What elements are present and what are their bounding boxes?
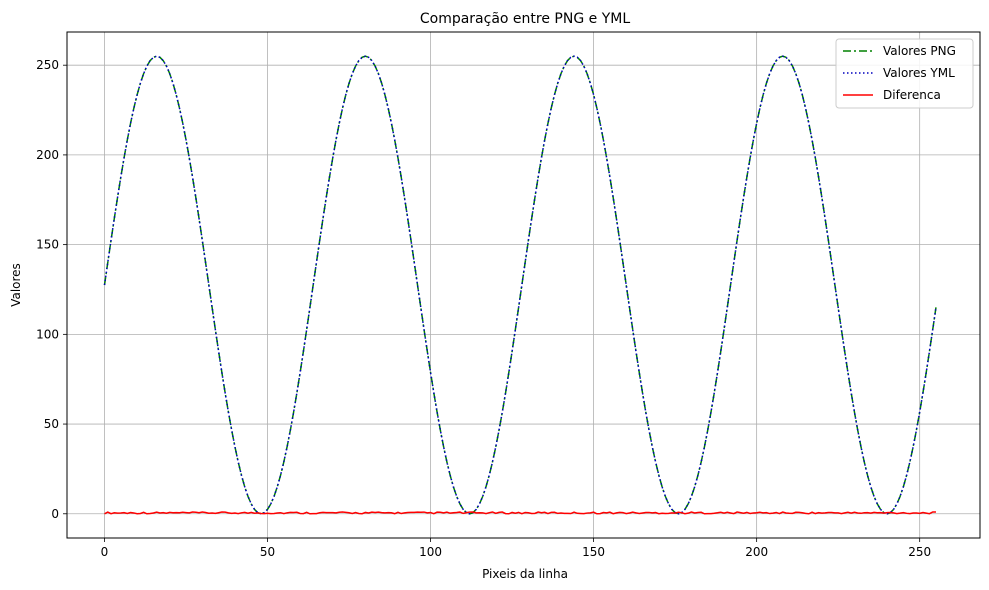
x-tick-label: 250 [908,545,931,559]
series-layer [103,55,937,515]
legend-entry-png: Valores PNG [883,44,956,58]
y-tick-label: 200 [36,148,59,162]
chart-title: Comparação entre PNG e YML [420,11,630,27]
plot-frame [66,31,981,539]
legend-entry-diferenca: Diferenca [883,88,941,102]
series-line-2 [104,511,936,515]
legend-entry-yml: Valores YML [883,66,955,80]
x-axis-label: Pixeis da linha [482,567,568,581]
y-axis-label: Valores [9,263,23,307]
legend-box [835,38,974,109]
y-tick-label: 150 [36,238,59,252]
x-tick-label: 50 [260,545,275,559]
y-tick-label: 0 [51,507,59,521]
grid [67,32,980,538]
x-tick-label: 200 [745,545,768,559]
legend: Valores PNG Valores YML Diferenca [835,38,974,109]
series-line-1 [103,55,937,515]
y-tick-label: 250 [36,58,59,72]
x-axis: 0 50 100 150 200 250 [101,538,931,559]
x-tick-label: 100 [419,545,442,559]
y-tick-label: 100 [36,327,59,341]
y-axis: 0 50 100 150 200 250 [36,58,67,521]
x-tick-label: 0 [101,545,109,559]
x-tick-label: 150 [582,545,605,559]
y-tick-label: 50 [44,417,59,431]
